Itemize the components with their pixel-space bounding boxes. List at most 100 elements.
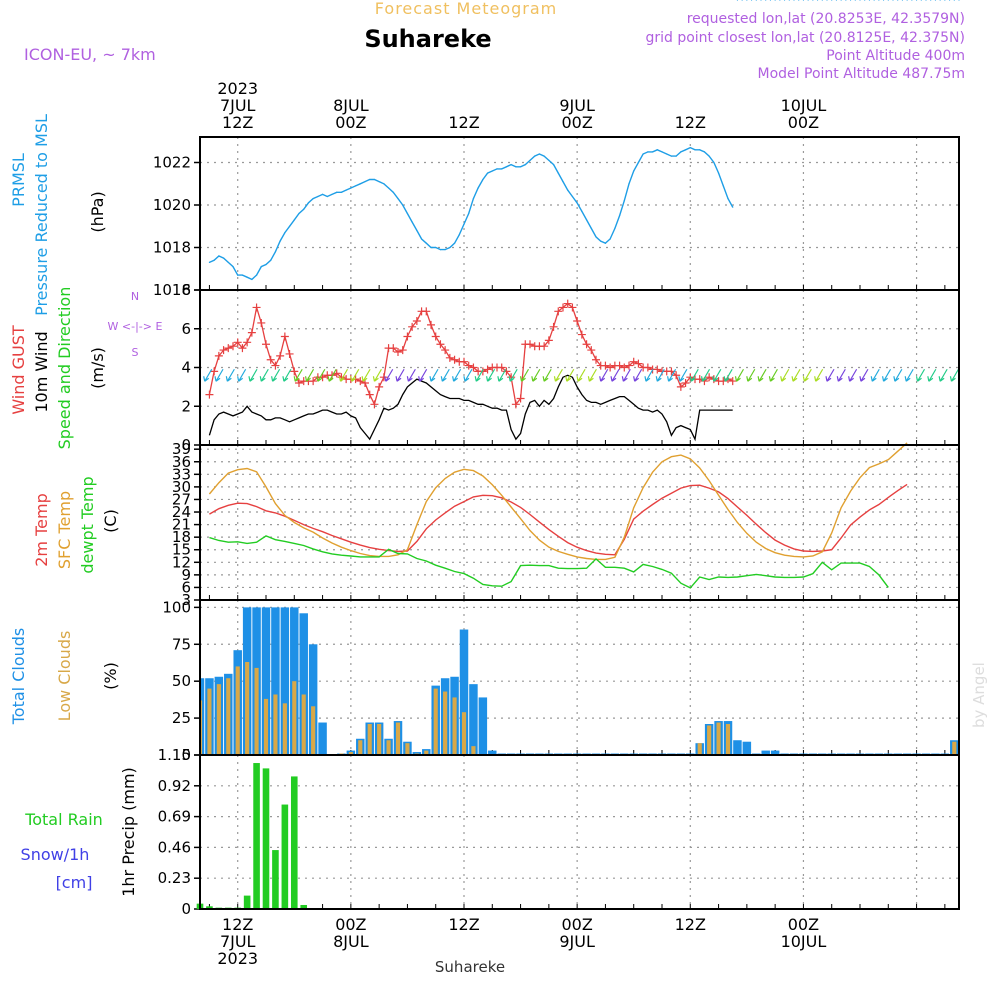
pressure-line xyxy=(209,146,734,281)
gust-marker xyxy=(262,340,270,349)
rain-bar xyxy=(281,804,289,909)
top-time-label: 8JUL xyxy=(333,96,369,115)
wind-direction-arrow xyxy=(757,368,767,382)
top-time-label: 12Z xyxy=(448,113,479,132)
wind-direction-arrow xyxy=(689,368,699,382)
wind-direction-arrow xyxy=(440,368,450,382)
pressure-point xyxy=(783,0,786,1)
wind-direction-arrow xyxy=(519,368,530,382)
gust-marker xyxy=(497,363,506,372)
gust-marker xyxy=(379,373,388,382)
y-tick-label: 75 xyxy=(172,635,191,653)
total-cloud-bar xyxy=(271,607,280,755)
wind-direction-arrow xyxy=(791,368,801,382)
pressure-point xyxy=(590,227,592,229)
pressure-point xyxy=(873,0,875,1)
gust-marker xyxy=(464,361,473,370)
pressure-point xyxy=(953,0,955,1)
gust-marker xyxy=(441,346,450,355)
gust-marker xyxy=(205,390,214,399)
pressure-point xyxy=(340,191,343,193)
gust-marker xyxy=(511,400,520,409)
y-tick-label: 1.15 xyxy=(158,746,191,764)
bottom-time-label: 10JUL xyxy=(781,932,827,951)
header-title: Suhareke xyxy=(364,25,491,53)
low-cloud-bar xyxy=(311,706,316,755)
pressure-point xyxy=(444,249,446,251)
gust-marker xyxy=(540,342,549,351)
pressure-point xyxy=(251,278,253,280)
y-tick-label: 3 xyxy=(181,591,191,609)
pressure-point xyxy=(369,178,371,181)
total-cloud-bar xyxy=(770,750,780,755)
gust-marker xyxy=(370,400,379,409)
gust-marker xyxy=(577,330,586,339)
top-time-label: 12Z xyxy=(675,113,706,132)
wind-direction-arrow xyxy=(463,368,473,382)
pressure-point xyxy=(260,266,262,268)
pressure-point xyxy=(354,185,357,187)
wind-direction-arrow xyxy=(881,368,892,382)
gust-marker xyxy=(271,361,280,370)
total-cloud-bar xyxy=(733,740,742,755)
pressure-point xyxy=(336,191,338,193)
bottom-time-label: 12Z xyxy=(675,915,706,934)
wind-direction-arrow xyxy=(746,368,756,382)
gust-marker xyxy=(728,377,737,386)
pressure-point xyxy=(237,274,239,276)
y-tick-label: 21 xyxy=(172,516,191,534)
top-time-label: 00Z xyxy=(335,113,366,132)
gust-marker xyxy=(214,351,223,360)
pressure-point xyxy=(576,202,578,204)
gust-marker xyxy=(606,363,615,372)
wind-direction-arrow xyxy=(553,368,563,382)
wind-direction-arrow xyxy=(915,368,926,382)
total-cloud-bar xyxy=(200,678,205,755)
bottom-time-label: 00Z xyxy=(561,915,592,934)
wind-direction-arrow xyxy=(542,368,552,382)
pressure-point xyxy=(821,0,823,1)
bottom-time-label: 2023 xyxy=(217,949,258,968)
pressure-point xyxy=(218,255,220,257)
pressure-point xyxy=(708,155,710,157)
pressure-point xyxy=(482,178,484,181)
low-cloud-bar xyxy=(461,712,467,755)
wind-direction-arrow xyxy=(904,368,914,382)
gust-marker xyxy=(681,379,690,387)
pressure-point xyxy=(755,0,757,1)
gust-marker xyxy=(445,353,454,362)
pressure-point xyxy=(647,151,649,153)
pressure-point xyxy=(534,155,536,157)
pressure-point xyxy=(397,198,399,200)
pressure-point xyxy=(496,168,498,170)
wind-direction-arrow xyxy=(384,368,394,382)
pressure-point xyxy=(835,0,838,1)
wind-direction-arrow xyxy=(418,368,428,382)
gust-marker xyxy=(450,355,459,364)
gust-marker xyxy=(676,382,685,391)
bottom-time-label: 12Z xyxy=(448,915,479,934)
gust-marker xyxy=(238,344,247,353)
low-cloud-bar xyxy=(367,724,372,755)
header-subtitle: Forecast Meteogram xyxy=(375,0,557,18)
pressure-point xyxy=(930,0,932,1)
pressure-point xyxy=(519,166,522,168)
wind-direction-arrow xyxy=(644,368,654,382)
total-cloud-bar xyxy=(478,697,488,755)
gust-marker xyxy=(705,373,714,382)
gust-marker xyxy=(516,394,525,403)
pressure-point xyxy=(359,183,361,185)
y-tick-label: 8 xyxy=(181,281,191,299)
pressure-point xyxy=(840,0,842,1)
wind-direction-arrow xyxy=(497,368,507,382)
gust-marker xyxy=(229,342,237,351)
pressure-point xyxy=(722,185,724,187)
wind-direction-arrow xyxy=(814,368,824,382)
wind-direction-arrow xyxy=(848,368,858,382)
pressure-point xyxy=(307,202,310,204)
y-tick-label: 39 xyxy=(172,440,191,458)
pressure-point xyxy=(774,0,776,1)
total-cloud-bar xyxy=(261,607,271,755)
pressure-point xyxy=(439,249,442,251)
